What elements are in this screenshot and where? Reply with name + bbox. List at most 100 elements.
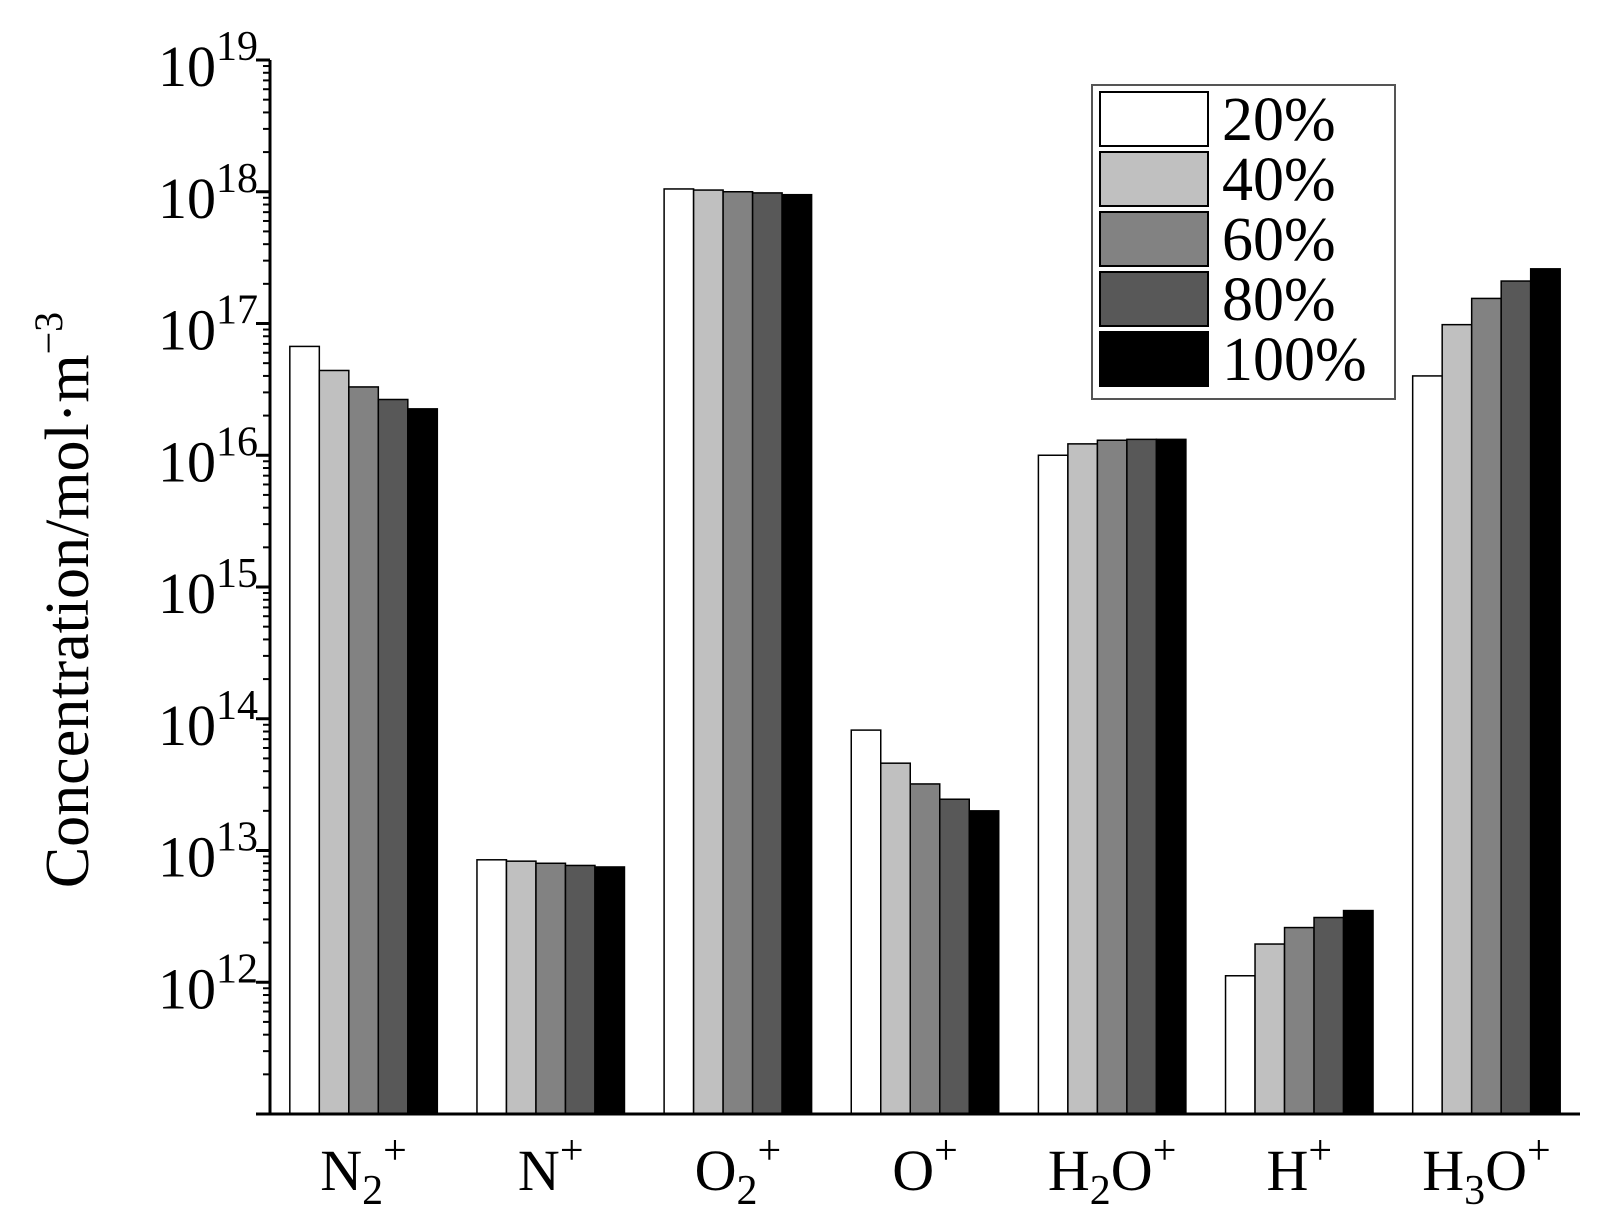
category-subscript: 2 <box>736 1168 757 1214</box>
bar <box>564 864 596 1115</box>
y-axis-ticks <box>256 58 270 1116</box>
y-tick-exponent: 14 <box>216 683 258 729</box>
legend: 20%40%60%80%100% <box>1091 84 1396 400</box>
bar <box>1342 909 1374 1115</box>
bar <box>663 188 695 1115</box>
x-category-label: N2+ <box>320 1128 407 1214</box>
legend-label: 80% <box>1222 266 1336 334</box>
category-subscript: 3 <box>1464 1168 1485 1214</box>
y-tick-exponent: 18 <box>216 156 258 202</box>
bar <box>1224 975 1256 1115</box>
x-category-label: H+ <box>1266 1128 1332 1203</box>
legend-swatch <box>1099 151 1209 207</box>
category-superscript: + <box>757 1128 781 1174</box>
bar <box>1441 323 1473 1115</box>
bar <box>1283 926 1315 1115</box>
bar <box>407 408 439 1115</box>
y-tick-base: 10 <box>158 34 216 99</box>
bar <box>594 866 626 1115</box>
bar <box>289 345 321 1115</box>
x-category-label: O2+ <box>695 1128 782 1214</box>
y-tick-exponent: 12 <box>216 946 258 992</box>
bar <box>377 398 409 1115</box>
category-superscript: + <box>1308 1128 1332 1174</box>
bar <box>781 193 813 1115</box>
category-superscript: + <box>1153 1128 1177 1174</box>
bar <box>939 798 970 1115</box>
bar <box>505 860 537 1115</box>
category-superscript: + <box>560 1128 584 1174</box>
y-tick-exponent: 13 <box>216 815 258 861</box>
y-tick-base: 10 <box>158 561 216 626</box>
bar <box>1313 916 1345 1115</box>
bar <box>1037 454 1069 1115</box>
y-tick-label: 1015 <box>158 551 258 626</box>
category-base: N <box>320 1138 362 1203</box>
bar <box>318 369 350 1115</box>
category-base: H <box>1048 1138 1090 1203</box>
category-superscript: + <box>1527 1128 1551 1174</box>
y-tick-label: 1016 <box>158 419 258 494</box>
legend-swatch <box>1099 331 1209 387</box>
legend-label: 20% <box>1222 86 1336 154</box>
x-category-labels: N2+ N+ O2+ O+ H2O+ H+ H3O+ <box>320 1128 1550 1214</box>
category-tail: O <box>1111 1138 1153 1203</box>
y-tick-base: 10 <box>158 693 216 758</box>
axes <box>268 60 1580 1116</box>
y-tick-label: 1014 <box>158 683 258 758</box>
bar <box>348 386 380 1115</box>
bar <box>880 762 911 1115</box>
category-base: H <box>1266 1138 1308 1203</box>
y-tick-exponent: 19 <box>216 24 258 70</box>
y-tick-base: 10 <box>158 298 216 363</box>
legend-swatch <box>1099 91 1209 147</box>
y-axis-label-exponent: −3 <box>26 312 71 355</box>
y-axis-label-main: Concentration/mol·m <box>34 354 102 888</box>
bar <box>850 729 882 1115</box>
bar <box>909 783 941 1115</box>
y-tick-label: 1017 <box>158 288 258 363</box>
y-tick-label: 1012 <box>158 946 258 1021</box>
legend-label: 100% <box>1222 326 1367 394</box>
category-base: O <box>892 1138 934 1203</box>
x-category-label: N+ <box>518 1128 584 1203</box>
bar <box>1254 943 1286 1115</box>
y-axis-label: Concentration/mol·m−3 <box>26 312 102 888</box>
category-superscript: + <box>934 1128 958 1174</box>
bar <box>1126 438 1158 1115</box>
category-subscript: 2 <box>1090 1168 1111 1214</box>
y-tick-base: 10 <box>158 825 216 890</box>
legend-swatch <box>1099 211 1209 267</box>
bar <box>535 862 567 1115</box>
bar <box>722 191 754 1115</box>
category-tail: O <box>1485 1138 1527 1203</box>
y-tick-base: 10 <box>158 429 216 494</box>
bar <box>1096 439 1128 1115</box>
bar <box>476 859 508 1115</box>
bar <box>1470 297 1502 1115</box>
x-category-label: O+ <box>892 1128 958 1203</box>
category-subscript: 2 <box>362 1168 383 1214</box>
y-tick-exponent: 16 <box>216 419 258 465</box>
category-superscript: + <box>383 1128 407 1174</box>
legend-swatch <box>1099 271 1209 327</box>
y-tick-label: 1018 <box>158 156 258 231</box>
y-tick-base: 10 <box>158 956 216 1021</box>
bar <box>751 192 783 1115</box>
y-tick-exponent: 17 <box>216 288 258 334</box>
bar <box>1411 375 1443 1115</box>
y-tick-label: 1013 <box>158 815 258 890</box>
category-base: O <box>695 1138 737 1203</box>
x-category-label: H3O+ <box>1422 1128 1550 1214</box>
y-tick-exponent: 15 <box>216 551 258 597</box>
category-base: H <box>1422 1138 1464 1203</box>
bar <box>1067 443 1099 1115</box>
legend-label: 60% <box>1222 206 1336 274</box>
legend-label: 40% <box>1222 146 1336 214</box>
y-tick-base: 10 <box>158 166 216 231</box>
bar <box>692 189 724 1115</box>
bar <box>1529 268 1561 1115</box>
